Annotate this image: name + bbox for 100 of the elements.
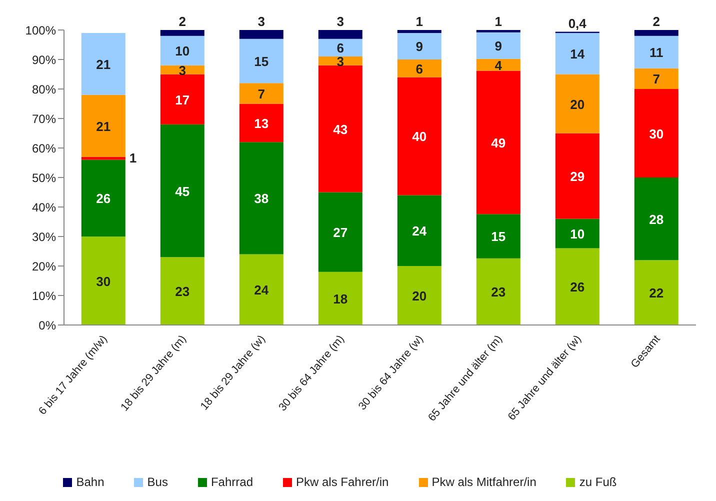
bar [81,236,126,325]
data-label: 49 [491,135,506,150]
data-label: 6 [416,61,423,76]
legend-label: Bus [147,475,168,489]
data-label: 1 [416,14,423,29]
bar [318,56,362,66]
bar [397,195,442,266]
bar [160,124,204,258]
y-tick-label: 80% [32,82,56,96]
bar [555,74,600,134]
data-label: 10 [570,226,585,242]
bar [81,156,126,160]
data-label: 11 [650,45,664,60]
data-label: 4 [494,58,503,73]
data-label: 15 [491,229,506,244]
bar [634,260,678,325]
data-label: 45 [175,184,190,199]
bar [476,58,520,71]
data-label: 24 [254,282,270,298]
data-label: 3 [258,14,265,29]
legend-label: Pkw als Fahrer/in [296,475,389,489]
bar [476,214,520,258]
data-label: 30 [649,126,664,142]
data-label: 14 [570,46,586,62]
bar [160,30,204,36]
bar [318,192,362,272]
bar [81,94,126,157]
bar [239,104,284,142]
bar [81,32,126,95]
data-label: 27 [333,225,348,240]
data-label: 21 [96,118,111,134]
data-label: 9 [494,38,502,54]
bar [555,248,600,325]
legend-label: zu Fuß [579,475,617,489]
data-label: 7 [652,72,660,87]
data-label: 29 [570,169,585,184]
data-label: 23 [175,284,190,300]
data-label: 22 [649,286,664,301]
bar [239,30,284,39]
data-label: 23 [491,284,506,300]
data-label: 26 [96,191,111,206]
bar [476,258,520,325]
data-label: 6 [336,40,344,56]
bar [318,38,362,57]
data-label: 9 [416,39,423,54]
y-tick-label: 30% [32,230,56,244]
bar [160,74,204,124]
bar [397,77,442,196]
y-tick-label: 0% [38,318,56,332]
data-label: 24 [412,224,428,239]
y-tick-label: 20% [32,259,56,274]
data-label: 17 [175,92,190,108]
y-tick-label: 50% [32,170,56,185]
bar [476,70,520,214]
bar [397,266,442,325]
bar [318,30,362,39]
bar [239,83,284,104]
bar [160,36,204,66]
data-label: 20 [570,96,585,112]
bar [634,89,678,178]
data-label: 30 [96,274,111,289]
bar [318,272,362,325]
data-label: 28 [649,212,664,227]
bar [160,257,204,325]
bar [397,60,442,78]
bar [634,36,678,68]
data-label: 20 [412,288,427,304]
data-label: 3 [178,62,186,78]
bar [634,30,678,36]
bar [555,32,600,74]
bar [318,65,362,192]
data-label: 38 [254,191,269,206]
data-label: 0,4 [568,16,588,31]
bar [239,142,284,254]
y-tick-label: 70% [32,112,56,126]
bar [397,30,442,33]
bar [555,218,600,248]
legend-label: Fahrrad [210,475,253,489]
data-label: 13 [254,116,269,131]
y-tick-label: 60% [32,141,56,156]
y-tick-label: 90% [32,52,56,67]
data-label: 40 [412,129,427,144]
data-label: 7 [258,86,265,102]
data-label: 10 [175,44,190,59]
data-label: 43 [333,122,348,137]
data-label: 26 [570,280,585,295]
data-label: 21 [96,56,111,72]
data-label: 15 [254,54,269,69]
bar [634,178,678,260]
data-label: 1 [494,14,502,29]
data-label: 18 [333,291,348,306]
bar [634,68,678,89]
data-label: 3 [336,14,344,29]
data-label: 2 [178,14,186,29]
data-label: 2 [652,14,660,29]
legend-label: Bahn [76,475,104,489]
bar [160,65,204,74]
y-tick-label: 40% [32,200,56,214]
bar [81,160,126,236]
bar [239,254,284,325]
